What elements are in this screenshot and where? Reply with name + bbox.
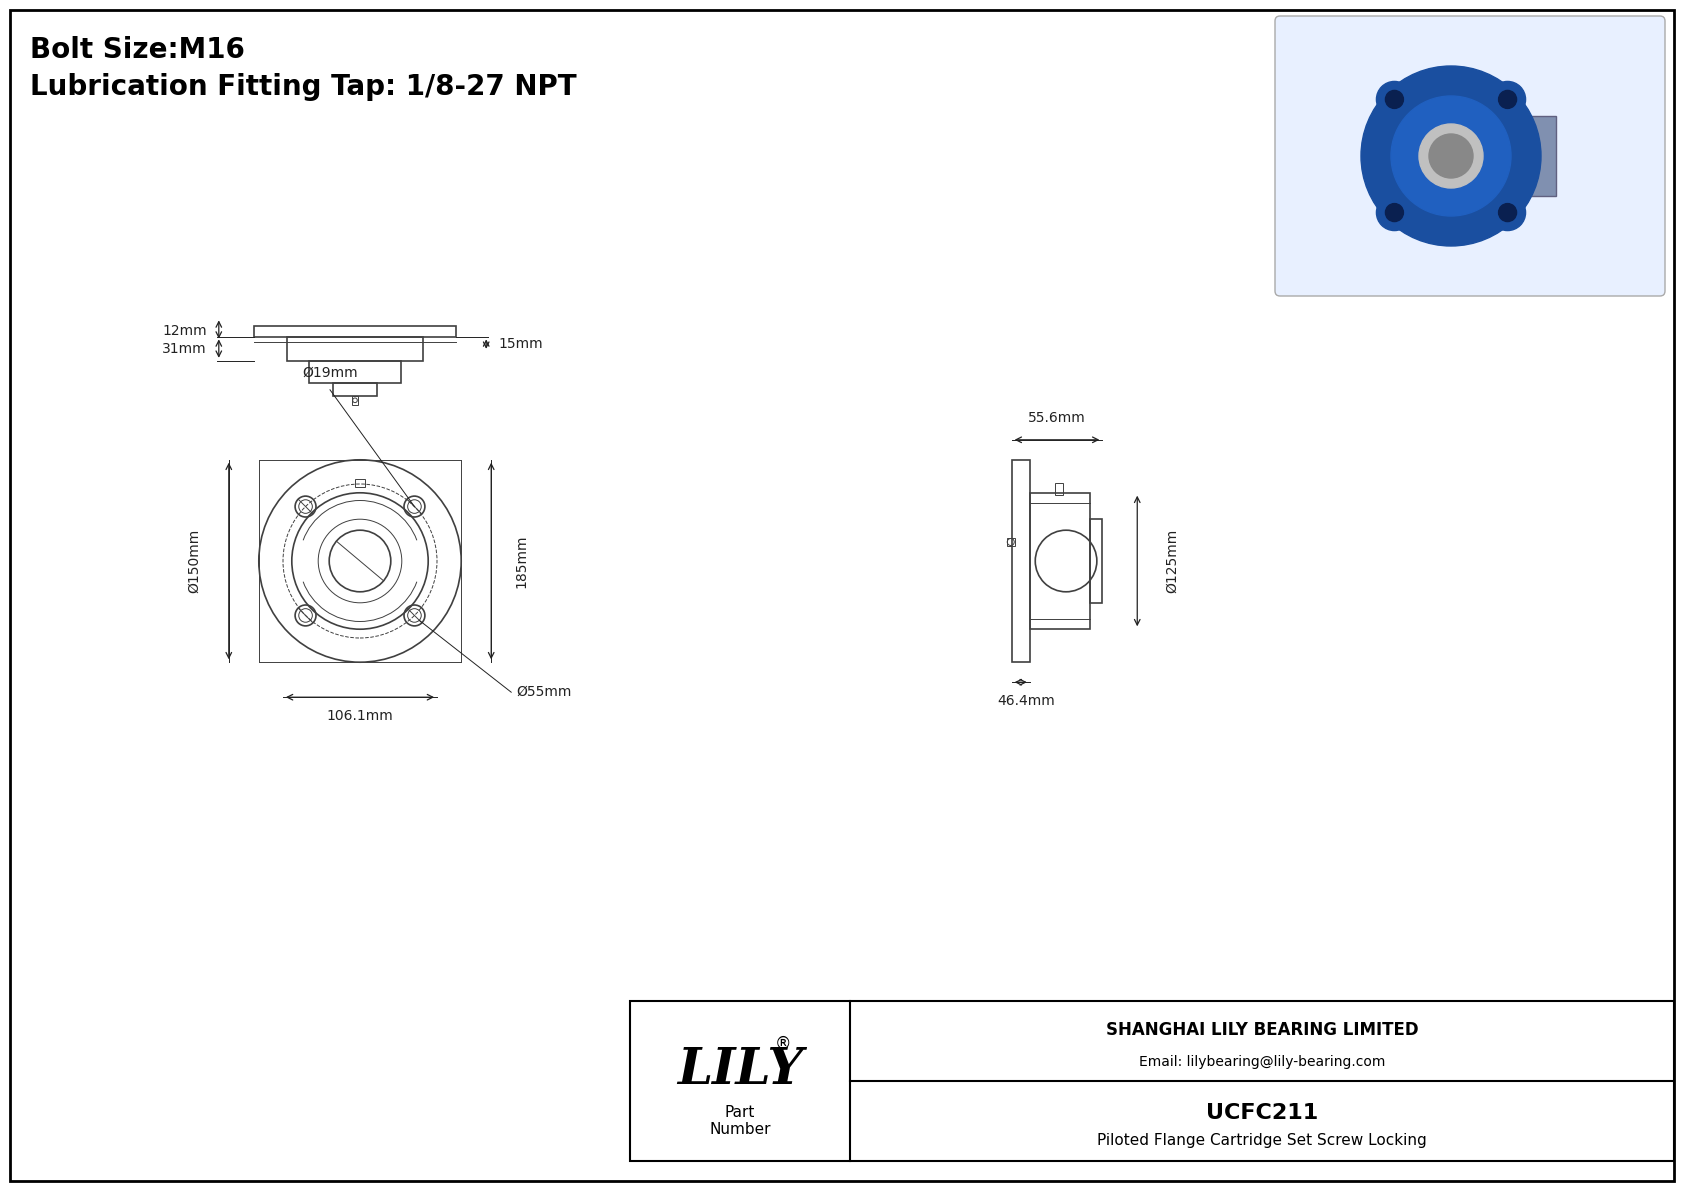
Circle shape: [1376, 194, 1413, 231]
Text: ®: ®: [775, 1035, 791, 1053]
Text: SHANGHAI LILY BEARING LIMITED: SHANGHAI LILY BEARING LIMITED: [1106, 1021, 1418, 1039]
Text: Part
Number: Part Number: [709, 1105, 771, 1137]
Circle shape: [1490, 81, 1526, 118]
Circle shape: [1499, 91, 1517, 108]
Circle shape: [1420, 124, 1484, 188]
Circle shape: [1386, 91, 1403, 108]
Text: Email: lilybearing@lily-bearing.com: Email: lilybearing@lily-bearing.com: [1138, 1055, 1386, 1068]
Text: 106.1mm: 106.1mm: [327, 709, 394, 723]
Text: 185mm: 185mm: [514, 535, 529, 587]
Bar: [254, 325, 456, 337]
Text: 12mm: 12mm: [162, 324, 207, 338]
Circle shape: [1376, 81, 1413, 118]
Text: 31mm: 31mm: [162, 342, 207, 356]
Circle shape: [1391, 96, 1511, 216]
Bar: [1007, 538, 1015, 545]
Text: 46.4mm: 46.4mm: [997, 694, 1054, 709]
Text: Ø55mm: Ø55mm: [517, 685, 571, 699]
Bar: [1012, 460, 1029, 662]
Bar: [1090, 519, 1103, 603]
Circle shape: [1430, 135, 1474, 177]
Text: Bolt Size:M16: Bolt Size:M16: [30, 36, 244, 64]
Text: LILY: LILY: [677, 1047, 803, 1096]
Bar: [1029, 493, 1090, 629]
FancyBboxPatch shape: [1275, 15, 1665, 297]
Circle shape: [1490, 194, 1526, 231]
Text: Lubrication Fitting Tap: 1/8-27 NPT: Lubrication Fitting Tap: 1/8-27 NPT: [30, 73, 576, 101]
Text: Ø125mm: Ø125mm: [1165, 529, 1179, 593]
Text: UCFC211: UCFC211: [1206, 1103, 1319, 1123]
Bar: [333, 382, 377, 395]
Text: Ø19mm: Ø19mm: [301, 366, 357, 380]
Bar: [1054, 482, 1063, 494]
Text: Ø150mm: Ø150mm: [187, 529, 200, 593]
Text: Piloted Flange Cartridge Set Screw Locking: Piloted Flange Cartridge Set Screw Locki…: [1096, 1133, 1426, 1148]
Bar: [352, 395, 359, 405]
Circle shape: [1386, 204, 1403, 222]
Circle shape: [1499, 204, 1517, 222]
Bar: [286, 337, 423, 361]
Bar: [630, 1000, 1674, 1161]
Text: 15mm: 15mm: [498, 337, 542, 351]
Circle shape: [1361, 66, 1541, 247]
Text: 55.6mm: 55.6mm: [1029, 411, 1086, 425]
Bar: [1505, 116, 1556, 197]
Bar: [308, 361, 401, 382]
Bar: [355, 479, 365, 487]
